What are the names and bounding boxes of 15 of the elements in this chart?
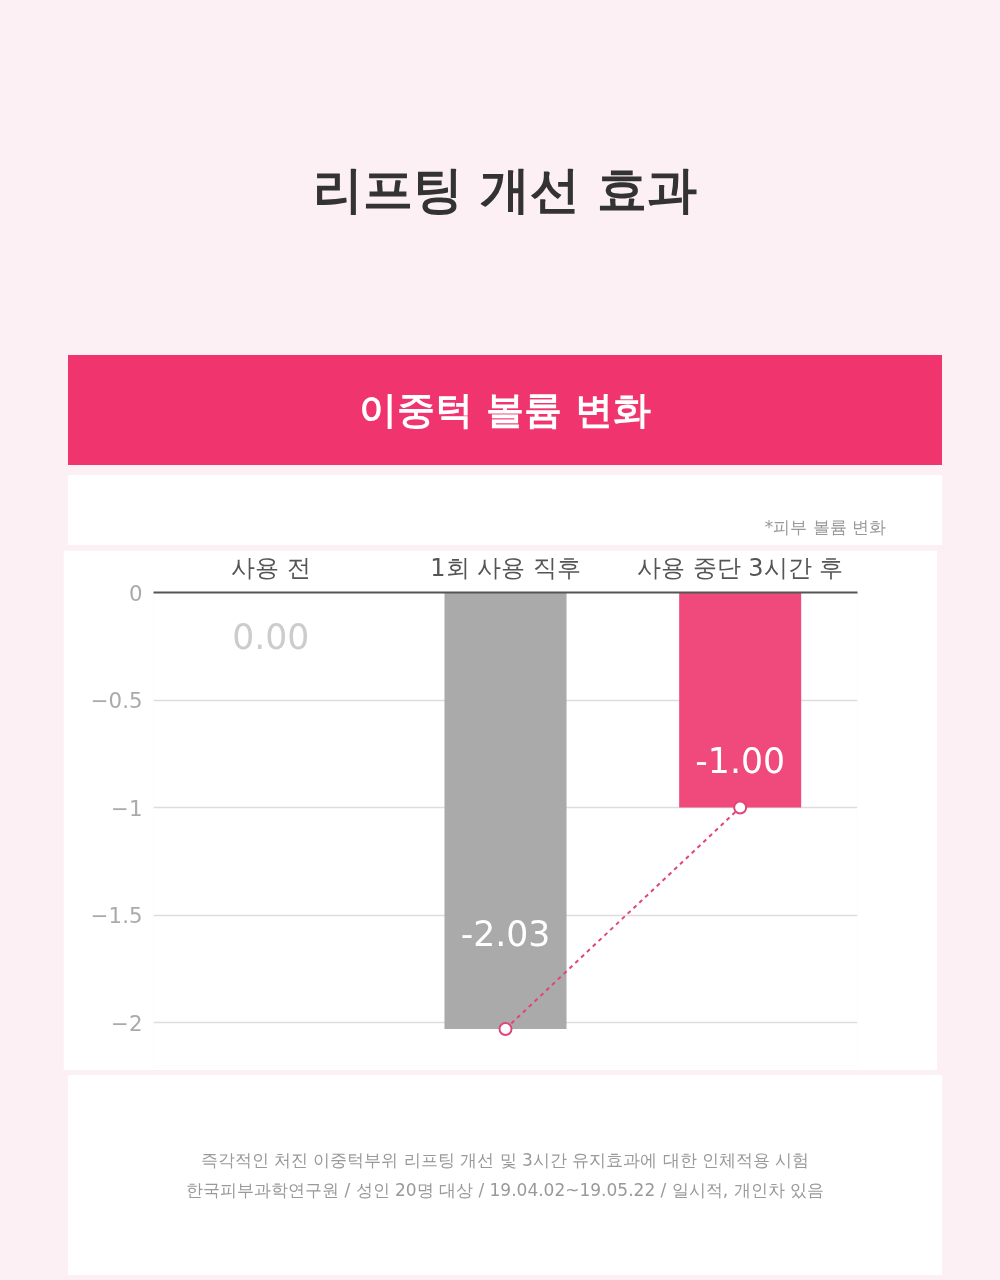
y-tick-label: −1.5 [90,903,143,928]
data-label: -1.00 [695,741,785,782]
y-tick-label: −1 [111,795,143,821]
chart-title: 리프팅 개선 효과 [312,160,698,221]
data-label: -2.03 [460,913,551,954]
y-tick-label: 0 [128,580,143,606]
y-tick-label: −0.5 [90,688,143,713]
y-tick-label: −2 [111,1010,143,1036]
x-tick-label: 1회 사용 직후 [430,553,581,582]
x-tick-label: 사용 중단 3시간 후 [637,553,844,582]
text: 한국피부과학연구원 / 성인 20명 대상 / 19.04.02~19.05.22 / 일시적, 개인차 있음 [186,1180,824,1200]
text: *피부 볼륨 변화 [764,516,886,539]
chart-subtitle: 이중턱 볼륨 변화 [358,387,652,434]
x-tick-label: 사용 전 [231,553,311,582]
text: 즉각적인 처진 이중턱부위 리프팅 개선 및 3시간 유지효과에 대한 인체적용 시험 [200,1150,810,1170]
